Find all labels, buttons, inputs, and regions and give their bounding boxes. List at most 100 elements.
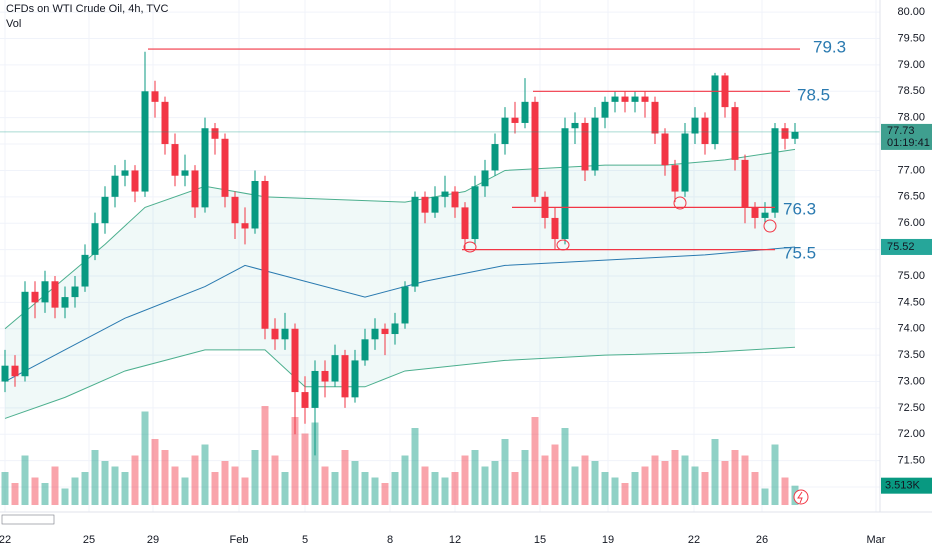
x-tick-label: 19 [602,534,614,546]
candle-body [411,196,419,287]
volume-bar [481,466,489,505]
volume-bar [691,466,699,505]
candle-body [421,196,429,213]
candle-body [671,165,679,192]
candle-body [21,291,29,377]
volume-bar [561,428,569,505]
y-tick-label: 72.50 [897,402,925,414]
volume-bar [71,477,79,505]
candle-body [741,159,749,208]
volume-bar [551,444,559,505]
volume-bar [121,472,129,505]
y-tick-label: 73.00 [897,375,925,387]
volume-bar [771,444,779,505]
volume-bar [61,488,69,505]
volume-bar [361,472,369,505]
y-tick-label: 79.00 [897,59,925,71]
level-label: 75.5 [783,243,816,262]
volume-bar [681,455,689,505]
volume-bar [111,466,119,505]
y-tick-label: 74.50 [897,296,925,308]
candle-body [41,281,49,303]
x-tick-label: 22 [688,534,700,546]
volume-bar [241,477,249,505]
candle-body [351,360,359,398]
candle-body [631,96,639,102]
volume-bar [741,455,749,505]
candle-body [221,138,229,197]
volume-bar [711,439,719,505]
candle-body [481,170,489,187]
volume-bar [131,455,139,505]
candle-body [141,91,149,192]
volume-title: Vol [6,18,21,30]
level-label: 76.3 [783,199,816,218]
volume-bar [191,455,199,505]
last-price-label: 77.73 [887,125,915,137]
volume-bar [411,428,419,505]
volume-bar [621,483,629,505]
volume-bar [401,455,409,505]
volume-label: 3.513K [885,480,921,492]
candle-body [161,101,169,145]
candle-body [561,128,569,240]
volume-bar [521,450,529,505]
event-icon[interactable] [793,489,809,505]
volume-bar [701,472,709,505]
candle-body [501,117,509,145]
candle-body [211,128,219,139]
x-tick-label: 12 [449,534,461,546]
candle-body [441,191,449,197]
volume-bar [591,461,599,505]
candle-body [1,365,9,382]
volume-bar [511,472,519,505]
volume-bar [91,450,99,505]
volume-bar [81,472,89,505]
candle-body [761,212,769,218]
volume-bar [471,450,479,505]
volume-bar [641,466,649,505]
volume-bar [731,450,739,505]
band-price-label: 75.52 [887,241,915,253]
volume-bar [491,461,499,505]
candle-body [491,144,499,171]
y-tick-label: 75.00 [897,270,925,282]
y-tick-label: 76.00 [897,217,925,229]
volume-bar [661,461,669,505]
candle-body [341,355,349,398]
candle-body [281,328,289,340]
volume-bar [781,477,789,505]
x-tick-label: 22 [0,534,11,546]
volume-bar [541,455,549,505]
candle-body [101,196,109,224]
x-tick-label: Mar [867,534,886,546]
candle-body [681,133,689,192]
level-label: 79.3 [813,37,846,56]
volume-bar [161,450,169,505]
candle-body [611,96,619,102]
volume-bar [31,477,39,505]
candle-body [81,254,89,287]
y-tick-label: 71.50 [897,455,925,467]
volume-bar [431,472,439,505]
volume-bar [1,472,9,505]
volume-bar [761,488,769,505]
candle-body [31,291,39,303]
volume-bar [531,417,539,505]
low-marker [463,241,477,253]
volume-bar [331,472,339,505]
candle-body [301,392,309,408]
candle-body [401,286,409,324]
volume-bar [301,433,309,505]
volume-bar [381,483,389,505]
y-tick-label: 76.50 [897,191,925,203]
candle-body [181,170,189,176]
candle-body [581,122,589,171]
candle-body [591,117,599,171]
candle-body [231,196,239,224]
candle-body [791,131,799,139]
volume-bar [51,466,59,505]
candle-body [461,207,469,240]
